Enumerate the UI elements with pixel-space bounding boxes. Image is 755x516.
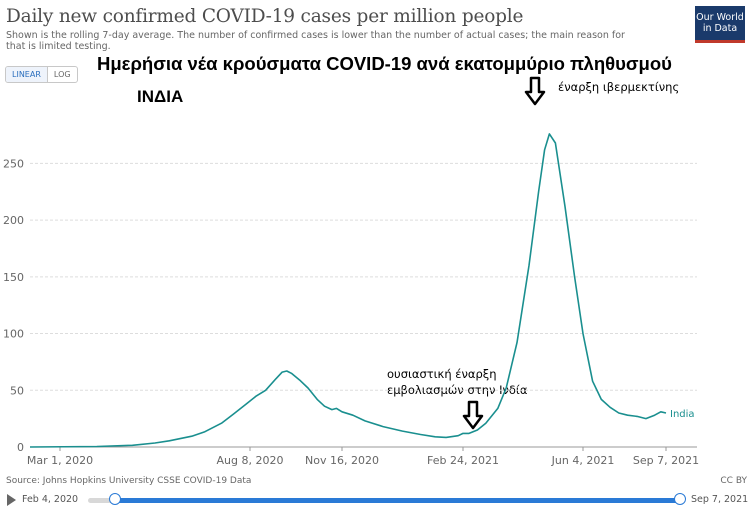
owid-logo[interactable]: Our World in Data xyxy=(695,6,745,43)
overlay-greek-title: Ημερήσια νέα κρούσματα COVID-19 ανά εκατ… xyxy=(97,53,672,74)
scale-toggle: LINEAR LOG xyxy=(5,66,78,83)
y-tick-label: 100 xyxy=(3,328,24,341)
logo-line-2: in Data xyxy=(702,23,738,34)
vaccination-annotation-line1: ουσιαστική έναρξη xyxy=(387,367,497,381)
overlay-country-label: ΙΝΔΙΑ xyxy=(137,87,184,106)
y-tick-label: 0 xyxy=(17,441,24,454)
chart-title: Daily new confirmed COVID-19 cases per m… xyxy=(6,6,524,27)
y-tick-label: 50 xyxy=(10,384,24,397)
license-link[interactable]: CC BY xyxy=(720,476,747,486)
y-tick-label: 150 xyxy=(3,271,24,284)
timeline: Feb 4, 2020 Sep 7, 2021 xyxy=(0,488,755,512)
down-arrow-ivermectin-icon xyxy=(524,76,546,106)
x-tick-label: Aug 8, 2020 xyxy=(217,454,284,467)
linear-scale-button[interactable]: LINEAR xyxy=(6,67,48,82)
log-scale-button[interactable]: LOG xyxy=(53,70,71,79)
timeline-end-label: Sep 7, 2021 xyxy=(691,494,749,505)
series-label-india: India xyxy=(670,409,695,420)
logo-line-1: Our World xyxy=(696,12,744,23)
source-note: Source: Johns Hopkins University CSSE CO… xyxy=(6,476,252,486)
y-tick-label: 200 xyxy=(3,214,24,227)
play-icon[interactable] xyxy=(7,494,16,506)
timeline-start-handle[interactable] xyxy=(109,493,121,505)
timeline-start-label: Feb 4, 2020 xyxy=(22,494,79,505)
ivermectin-annotation: έναρξη ιβερμεκτίνης xyxy=(558,80,680,94)
down-arrow-vaccination-icon xyxy=(462,400,484,430)
timeline-end-handle[interactable] xyxy=(674,493,686,505)
timeline-selected-range xyxy=(114,498,680,503)
series-line-india xyxy=(29,133,667,448)
x-tick-label: Mar 1, 2020 xyxy=(27,454,93,467)
x-tick-label: Nov 16, 2020 xyxy=(305,454,379,467)
chart-subtitle: Shown is the rolling 7-day average. The … xyxy=(6,30,625,52)
y-tick-label: 250 xyxy=(3,157,24,170)
x-tick-label: Jun 4, 2021 xyxy=(551,454,615,467)
x-tick-label: Sep 7, 2021 xyxy=(633,454,699,467)
x-tick-label: Feb 24, 2021 xyxy=(427,454,499,467)
